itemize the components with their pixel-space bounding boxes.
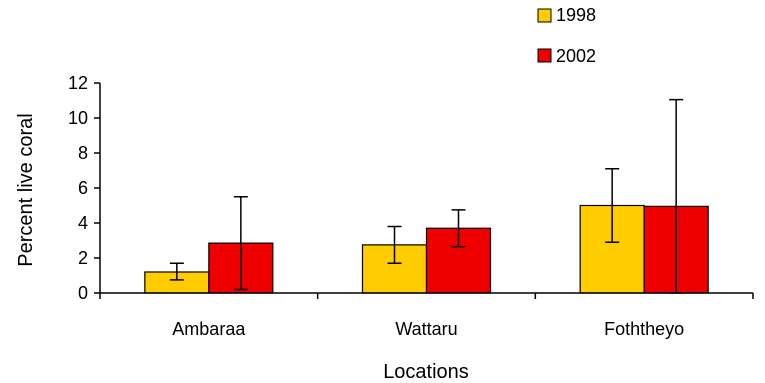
y-tick-label: 10 (68, 108, 88, 128)
legend: 1998 2002 (537, 5, 596, 66)
x-tick-label: Foththeyo (604, 319, 684, 339)
legend-swatch-2002 (537, 48, 552, 63)
y-axis-title: Percent live coral (15, 113, 37, 266)
y-tick-label: 12 (68, 73, 88, 93)
y-tick-label: 8 (78, 143, 88, 163)
x-tick-label: Wattaru (395, 319, 457, 339)
error-bars (169, 98, 684, 294)
y-axis-ticks: 0 2 4 6 8 10 12 (68, 73, 100, 303)
legend-swatch-1998 (537, 8, 552, 23)
y-tick-label: 6 (78, 178, 88, 198)
y-tick-label: 4 (78, 213, 88, 233)
y-tick-label: 2 (78, 248, 88, 268)
x-axis-labels: Ambaraa Wattaru Foththeyo (172, 319, 684, 339)
bars (144, 204, 709, 294)
x-axis-ticks (99, 293, 754, 299)
y-tick-label: 0 (78, 283, 88, 303)
legend-label-1998: 1998 (556, 5, 596, 25)
x-tick-label: Ambaraa (172, 319, 246, 339)
x-axis-title: Locations (383, 361, 469, 383)
legend-label-2002: 2002 (556, 46, 596, 66)
